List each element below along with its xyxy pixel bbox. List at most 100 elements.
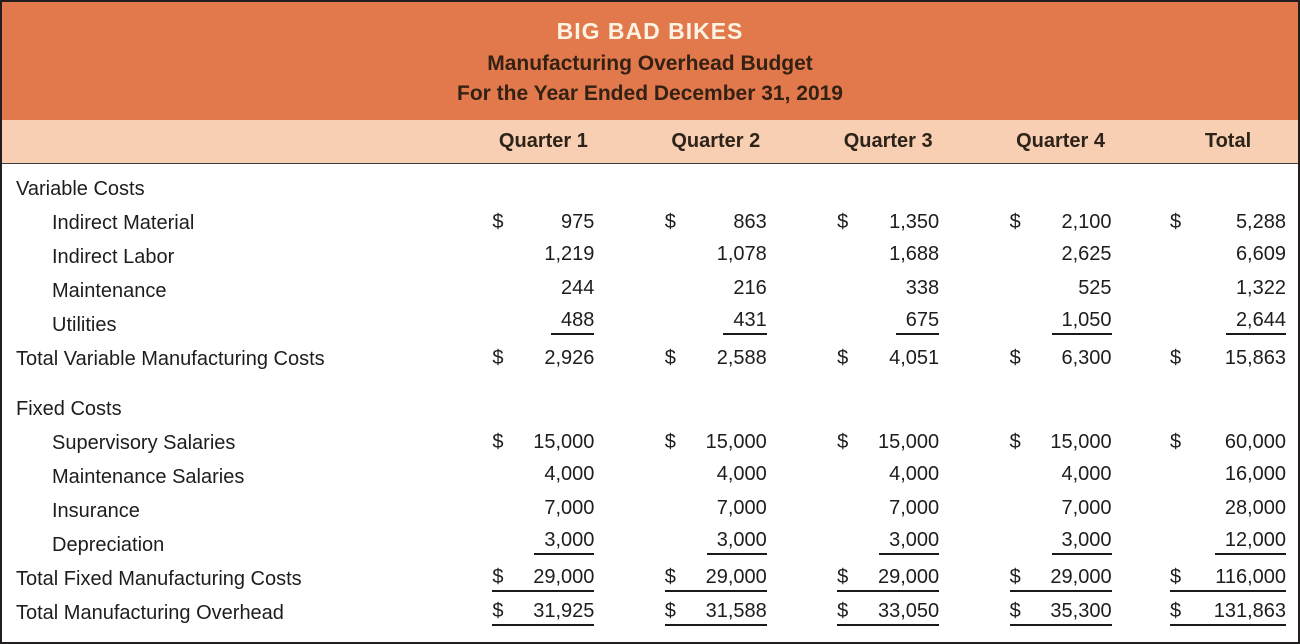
value-cell: 2,625 [953,240,1125,274]
value-cell: 675 [781,308,953,342]
total-row: Total Variable Manufacturing Costs $2,926… [2,342,1298,376]
dollar-sign: $ [492,347,504,369]
row-label: Maintenance Salaries [52,465,245,488]
dollar-sign: $ [1009,566,1021,588]
value-cell: 7,000 [953,494,1125,528]
value-cell: 525 [953,274,1125,308]
amount: 7,000 [889,496,940,519]
value-cell: $29,000 [436,562,608,596]
dollar-sign: $ [1009,211,1021,233]
value-cell [1126,376,1298,392]
value-cell: 6,609 [1126,240,1298,274]
amount: 1,350 [889,211,940,233]
dollar-sign: $ [1170,431,1182,453]
amount: 2,588 [716,347,767,369]
dollar-sign: $ [1009,600,1021,622]
amount: 488 [551,309,595,335]
dollar-sign: $ [1009,431,1021,453]
value-cell: 1,078 [608,240,780,274]
value-cell: 12,000 [1126,528,1298,562]
row-label: Depreciation [52,533,165,556]
amount: 131,863 [1213,600,1286,622]
section-row: Fixed Costs [2,392,1298,426]
budget-table-body: Variable Costs Indirect Material $975 $863 $… [2,164,1298,631]
amount: 28,000 [1224,496,1286,519]
value-cell: 7,000 [781,494,953,528]
company-name: BIG BAD BIKES [556,18,744,44]
dollar-sign: $ [837,566,849,588]
row-label: Variable Costs [16,177,145,200]
amount: 31,588 [705,600,767,622]
dollar-sign: $ [1170,600,1182,622]
amount: 29,000 [705,566,767,588]
dollar-sign: $ [1170,211,1182,233]
value-cell: 4,000 [436,460,608,494]
column-header-quarter-1: Quarter 1 [436,120,609,164]
value-cell [608,164,780,207]
amount: 1,688 [889,242,940,265]
amount: 431 [723,309,767,335]
spacer-row [2,376,1298,392]
amount: 4,000 [716,462,767,485]
value-cell: 3,000 [781,528,953,562]
amount: 975 [561,211,595,233]
value-cell [781,376,953,392]
amount: 2,644 [1225,309,1286,335]
amount: 1,219 [544,242,595,265]
row-label: Fixed Costs [16,397,122,420]
value-cell: $15,000 [953,426,1125,460]
dollar-sign: $ [1009,347,1021,369]
value-cell: $975 [436,206,608,240]
column-header-quarter-3: Quarter 3 [780,120,954,164]
item-row: Maintenance 244 216 338 525 1,322 [2,274,1298,308]
value-cell: 3,000 [608,528,780,562]
row-label: Indirect Labor [52,245,175,268]
amount: 3,000 [1051,529,1112,555]
item-row: Insurance 7,000 7,000 7,000 7,000 28,000 [2,494,1298,528]
dollar-sign: $ [664,600,676,622]
item-row: Indirect Material $975 $863 $1,350 $2,100 $5,… [2,206,1298,240]
value-cell: 4,000 [781,460,953,494]
item-row: Utilities 488 431 675 1,050 2,644 [2,308,1298,342]
total-row: Total Fixed Manufacturing Costs $29,000 $2… [2,562,1298,596]
value-cell: 4,000 [953,460,1125,494]
amount: 2,926 [544,347,595,369]
value-cell [953,164,1125,207]
value-cell: $29,000 [953,562,1125,596]
value-cell: 7,000 [608,494,780,528]
dollar-sign: $ [492,566,504,588]
amount: 35,300 [1050,600,1112,622]
amount: 15,863 [1224,347,1286,369]
amount: 1,322 [1235,276,1286,299]
amount: 4,051 [889,347,940,369]
dollar-sign: $ [664,211,676,233]
value-cell: $2,926 [436,342,608,376]
value-cell: $33,050 [781,596,953,630]
amount: 525 [1078,276,1112,299]
value-cell [608,376,780,392]
amount: 7,000 [1061,496,1112,519]
value-cell: $2,588 [608,342,780,376]
column-header-total: Total [1125,120,1298,164]
dollar-sign: $ [1170,347,1182,369]
amount: 15,000 [533,431,595,453]
value-cell [436,164,608,207]
amount: 3,000 [706,529,767,555]
item-row: Indirect Labor 1,219 1,078 1,688 2,625 6,609 [2,240,1298,274]
amount: 15,000 [705,431,767,453]
dollar-sign: $ [492,431,504,453]
value-cell: $60,000 [1126,426,1298,460]
row-label: Total Variable Manufacturing Costs [16,347,325,370]
amount: 2,100 [1061,211,1112,233]
value-cell [953,376,1125,392]
amount: 116,000 [1215,566,1286,588]
amount: 31,925 [533,600,595,622]
amount: 15,000 [878,431,940,453]
dollar-sign: $ [664,566,676,588]
amount: 4,000 [889,462,940,485]
row-label: Insurance [52,499,140,522]
amount: 7,000 [544,496,595,519]
value-cell: $15,863 [1126,342,1298,376]
value-cell: $15,000 [781,426,953,460]
value-cell: $4,051 [781,342,953,376]
